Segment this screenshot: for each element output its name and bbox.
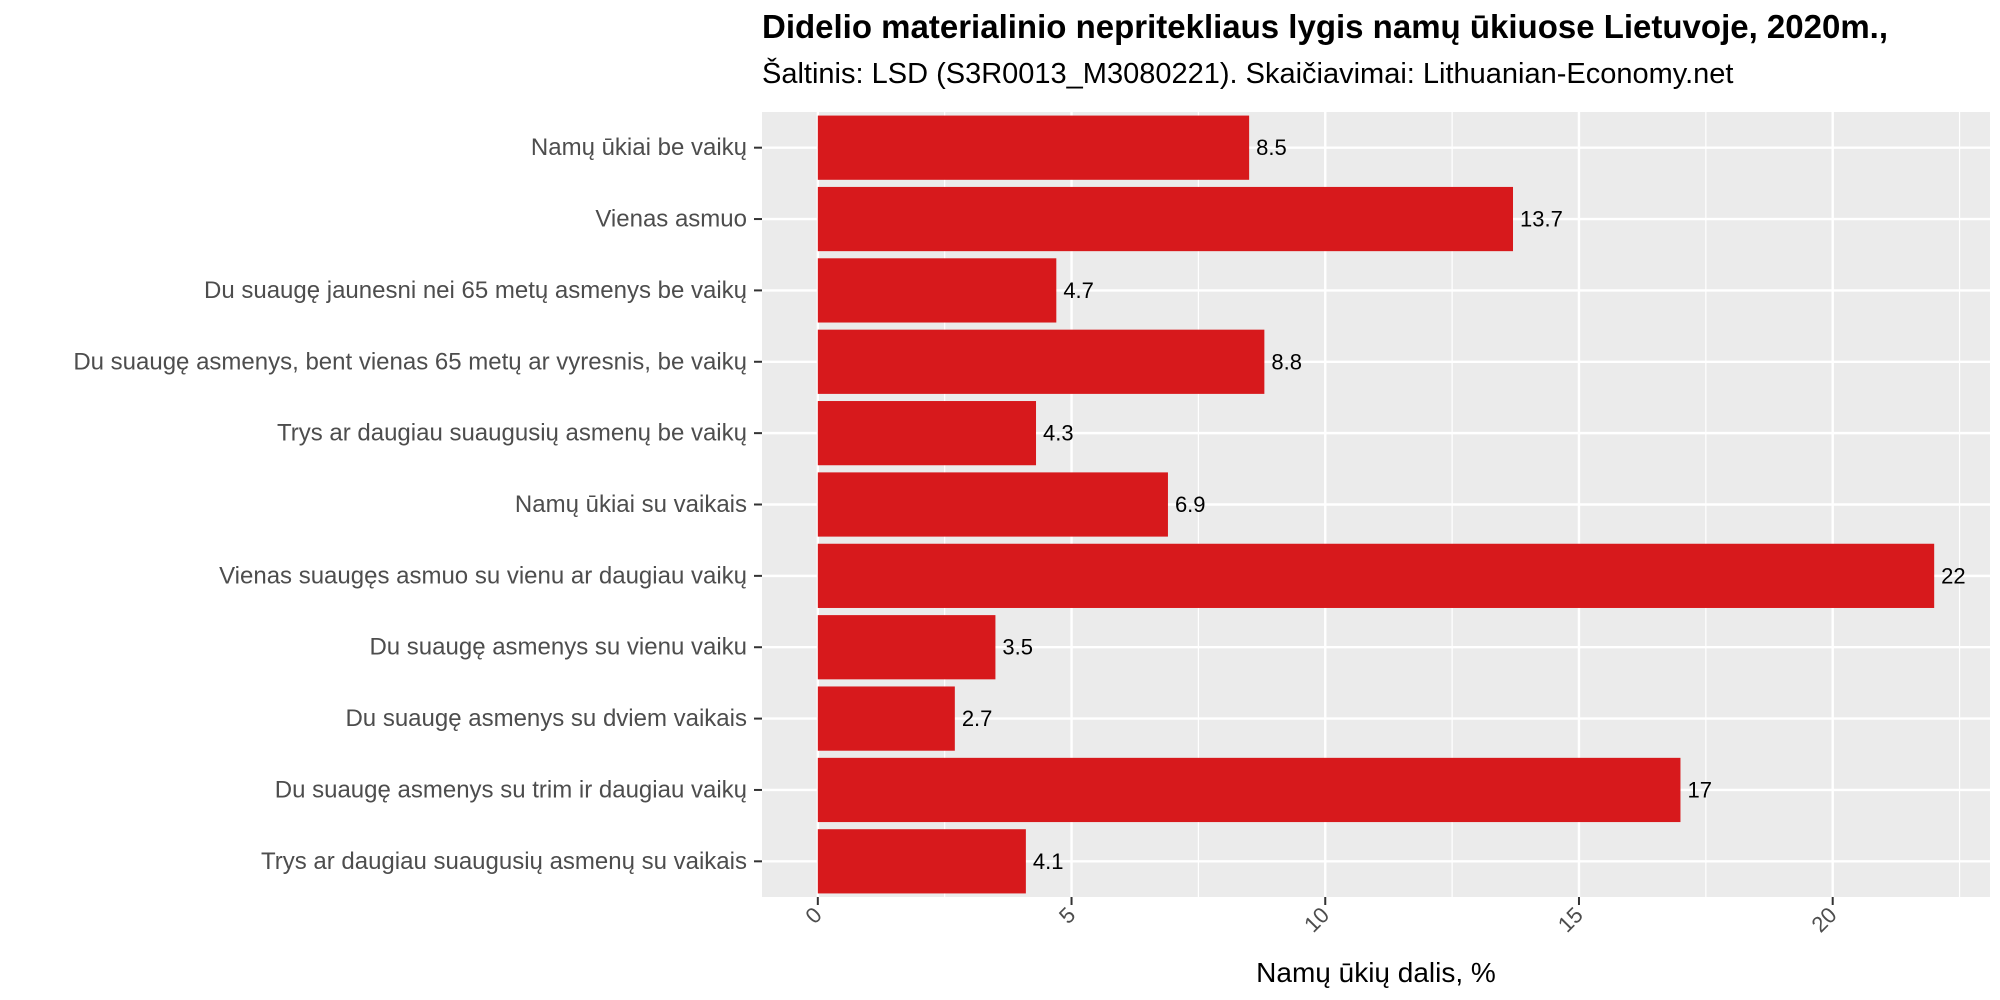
bar: [817, 258, 1057, 323]
category-label: Trys ar daugiau suaugusių asmenų be vaik…: [277, 420, 747, 447]
x-tick-label: 5: [1054, 902, 1080, 928]
bar: [817, 401, 1037, 466]
chart-title: Didelio materialinio nepritekliaus lygis…: [762, 8, 1889, 45]
value-label: 3.5: [1002, 635, 1033, 660]
x-tick-label: 20: [1807, 902, 1842, 937]
x-tick-label: 15: [1553, 902, 1588, 937]
category-label: Du suaugę asmenys su trim ir daugiau vai…: [275, 776, 747, 803]
category-label: Vienas asmuo: [595, 206, 747, 233]
value-label: 6.9: [1175, 492, 1206, 517]
value-label: 8.5: [1256, 135, 1287, 160]
bar: [817, 186, 1514, 252]
value-label: 22: [1941, 563, 1965, 588]
category-label: Du suaugę asmenys su dviem vaikais: [345, 705, 747, 732]
bar: [817, 829, 1026, 894]
value-label: 17: [1687, 777, 1711, 802]
value-label: 8.8: [1271, 349, 1302, 374]
category-label: Namų ūkiai su vaikais: [515, 491, 747, 518]
value-labels: 8.5 13.7 4.7 8.8 4.3 6.9 22 3.5 2.7 17 4.1: [962, 135, 1966, 874]
category-label: Du suaugę jaunesni nei 65 metų asmenys b…: [204, 277, 747, 304]
value-label: 13.7: [1520, 207, 1563, 232]
bar: [817, 329, 1265, 394]
bar: [817, 757, 1681, 823]
value-label: 4.7: [1063, 278, 1094, 303]
category-label: Vienas suaugęs asmuo su vienu ar daugiau…: [219, 562, 747, 589]
category-label: Trys ar daugiau suaugusių asmenų su vaik…: [261, 848, 747, 875]
x-tick-label: 10: [1299, 902, 1334, 937]
bar: [817, 686, 955, 751]
category-labels: Namų ūkiai be vaikų Vienas asmuo Du suaugę…: [73, 134, 762, 875]
x-tick-label: 0: [800, 902, 826, 928]
value-label: 4.1: [1033, 849, 1064, 874]
category-label: Du suaugę asmenys, bent vienas 65 metų a…: [73, 348, 747, 375]
category-label: Du suaugę asmenys su vienu vaiku: [369, 634, 747, 661]
bar: [817, 615, 996, 680]
bar: [817, 472, 1168, 537]
bar: [817, 543, 1935, 608]
bar: [817, 115, 1250, 180]
value-label: 2.7: [962, 706, 993, 731]
category-label: Namų ūkiai be vaikų: [531, 134, 747, 161]
value-label: 4.3: [1043, 421, 1074, 446]
bars: [817, 115, 1935, 894]
chart-subtitle: Šaltinis: LSD (S3R0013_M3080221). Skaiči…: [762, 58, 1734, 90]
x-axis-ticks: 0 5 10 15 20: [800, 897, 1842, 937]
x-axis-title: Namų ūkių dalis, %: [1256, 957, 1496, 988]
